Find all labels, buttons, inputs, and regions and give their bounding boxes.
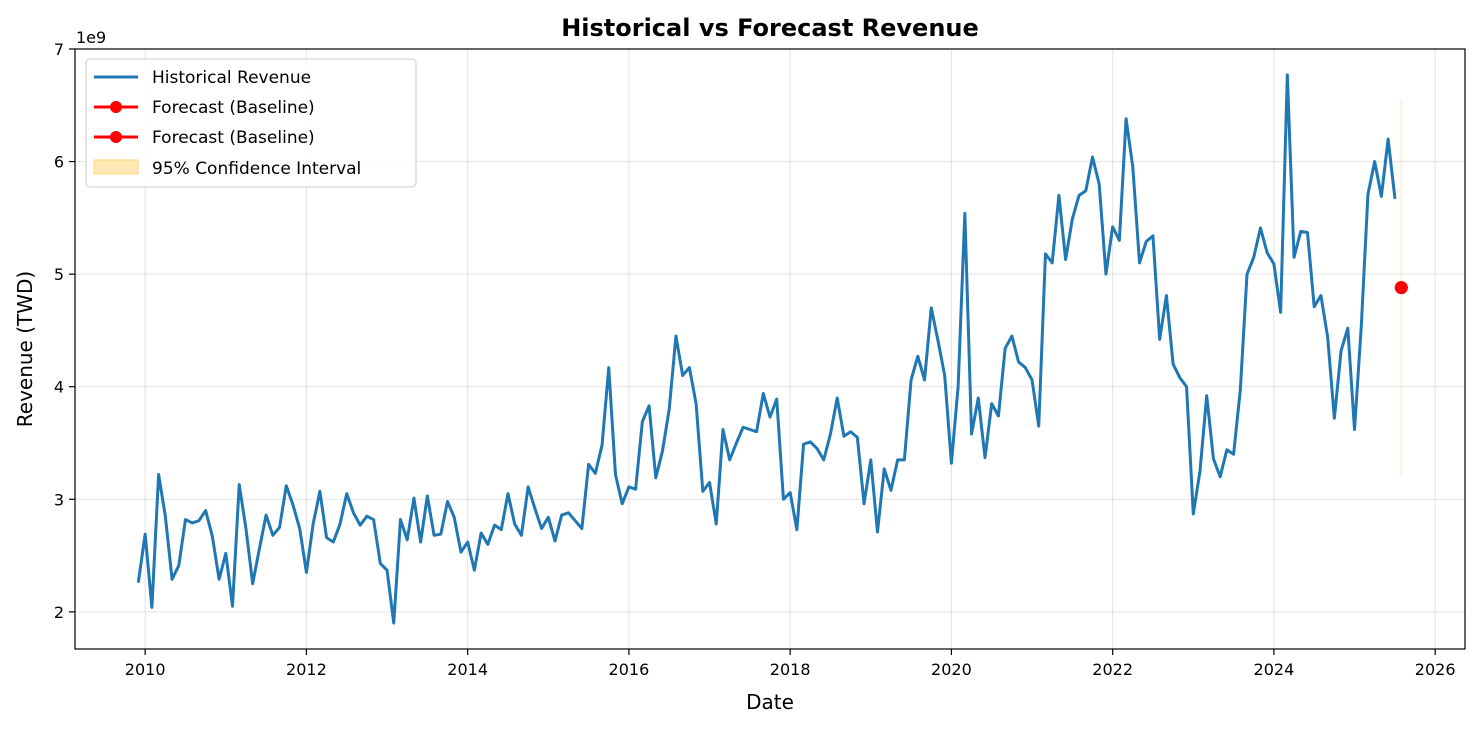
legend-marker-icon	[110, 131, 122, 143]
y-tick-label: 2	[54, 603, 64, 622]
y-axis-label: Revenue (TWD)	[13, 271, 37, 427]
y-tick-label: 4	[54, 378, 64, 397]
y-offset-label: 1e9	[76, 28, 106, 47]
legend-marker-icon	[110, 101, 122, 113]
x-axis-ticks: 2010 2012 2014 2016 2018 2020 2022 2024 2026	[125, 649, 1456, 679]
plot-frame	[74, 48, 1466, 650]
legend-label-confidence-interval: 95% Confidence Interval	[152, 159, 361, 179]
y-tick-label: 6	[54, 153, 64, 172]
series	[136, 73, 1408, 625]
legend-entry-forecast-2: Forecast (Baseline)	[94, 128, 315, 148]
legend-label-forecast-1: Forecast (Baseline)	[152, 98, 315, 118]
x-tick-label: 2012	[286, 660, 327, 679]
legend-label-forecast-2: Forecast (Baseline)	[152, 128, 315, 148]
x-tick-label: 2026	[1415, 660, 1456, 679]
x-axis-label: Date	[746, 690, 794, 714]
legend-label-historical: Historical Revenue	[152, 68, 311, 88]
historical-revenue-line	[136, 73, 1397, 625]
y-tick-label: 3	[54, 490, 64, 509]
y-axis-ticks: 2 3 4 5 6 7	[54, 40, 75, 622]
legend-patch-icon	[93, 159, 139, 175]
x-tick-label: 2022	[1092, 660, 1133, 679]
legend-entry-confidence-interval: 95% Confidence Interval	[93, 159, 361, 179]
x-tick-label: 2010	[125, 660, 166, 679]
y-tick-label: 5	[54, 265, 64, 284]
x-tick-label: 2014	[447, 660, 488, 679]
x-tick-label: 2024	[1254, 660, 1295, 679]
legend-entry-historical: Historical Revenue	[94, 68, 311, 88]
legend: Historical Revenue Forecast (Baseline) F…	[85, 58, 417, 188]
x-tick-label: 2020	[931, 660, 972, 679]
y-tick-label: 7	[54, 40, 64, 59]
legend-entry-forecast-1: Forecast (Baseline)	[94, 98, 315, 118]
x-tick-label: 2016	[609, 660, 650, 679]
chart-title: Historical vs Forecast Revenue	[561, 14, 979, 42]
forecast-point-2	[1394, 281, 1408, 295]
x-tick-label: 2018	[770, 660, 811, 679]
legend-box	[85, 58, 417, 188]
